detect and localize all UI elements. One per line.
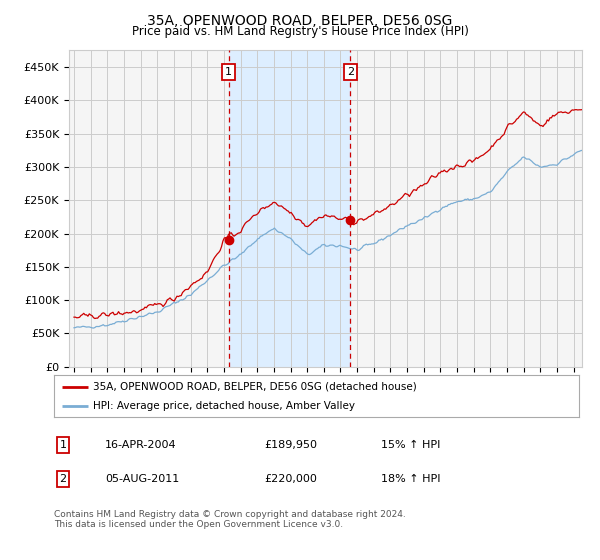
Text: £189,950: £189,950 (264, 440, 317, 450)
Text: 05-AUG-2011: 05-AUG-2011 (105, 474, 179, 484)
Text: Price paid vs. HM Land Registry's House Price Index (HPI): Price paid vs. HM Land Registry's House … (131, 25, 469, 38)
Text: Contains HM Land Registry data © Crown copyright and database right 2024.
This d: Contains HM Land Registry data © Crown c… (54, 510, 406, 529)
Text: HPI: Average price, detached house, Amber Valley: HPI: Average price, detached house, Ambe… (94, 401, 355, 411)
Text: 15% ↑ HPI: 15% ↑ HPI (381, 440, 440, 450)
Text: 1: 1 (59, 440, 67, 450)
Text: 16-APR-2004: 16-APR-2004 (105, 440, 176, 450)
Bar (229, 50, 350, 367)
Text: 2: 2 (59, 474, 67, 484)
Text: 35A, OPENWOOD ROAD, BELPER, DE56 0SG (detached house): 35A, OPENWOOD ROAD, BELPER, DE56 0SG (de… (94, 381, 417, 391)
Text: 2: 2 (347, 67, 354, 77)
Text: 1: 1 (225, 67, 232, 77)
Text: £220,000: £220,000 (264, 474, 317, 484)
Text: 35A, OPENWOOD ROAD, BELPER, DE56 0SG: 35A, OPENWOOD ROAD, BELPER, DE56 0SG (148, 14, 452, 28)
Text: 18% ↑ HPI: 18% ↑ HPI (381, 474, 440, 484)
